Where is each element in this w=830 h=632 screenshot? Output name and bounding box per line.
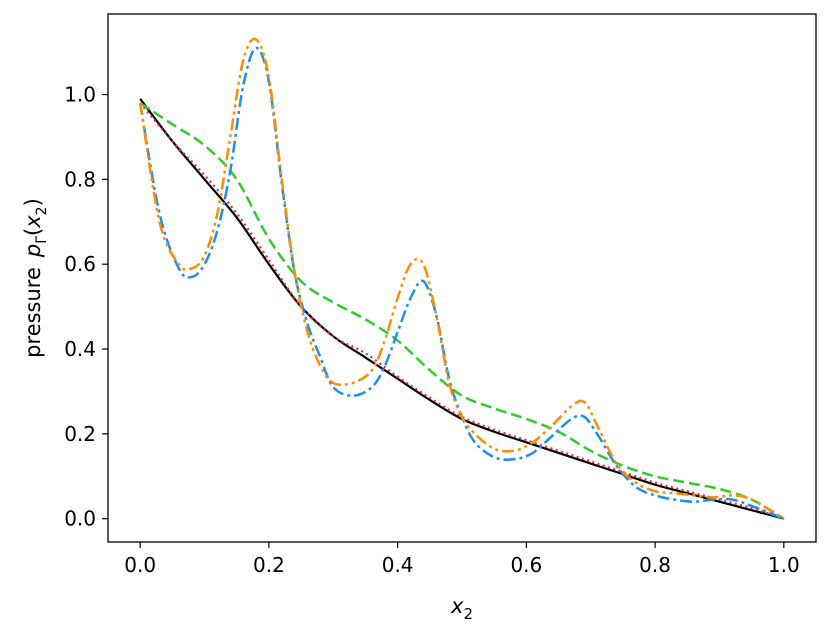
x-tick-label: 0.6 (510, 553, 542, 577)
plot-frame (107, 13, 817, 543)
y-axis-label: pressurepΓ(x2) (21, 198, 50, 358)
series-layer (138, 37, 785, 520)
series-line-4 (138, 46, 785, 520)
y-axis-label-word: pressure (21, 267, 45, 358)
series-line-2 (139, 102, 785, 520)
y-tick-label: 0.4 (64, 337, 96, 361)
x-tick-label: 0.4 (382, 553, 414, 577)
y-tick-label: 0.8 (64, 167, 96, 191)
series-line-5 (138, 37, 785, 520)
y-tick-label: 0.0 (64, 507, 96, 531)
x-tick-label: 0.2 (253, 553, 285, 577)
y-tick-label: 0.6 (64, 252, 96, 276)
y-tick-label: 0.2 (64, 422, 96, 446)
series-line-3 (139, 102, 785, 520)
x-tick-label: 1.0 (768, 553, 800, 577)
x-axis-label-subscript: 2 (463, 605, 473, 623)
x-tick-label: 0.0 (124, 553, 156, 577)
x-tick-label: 0.8 (639, 553, 671, 577)
tick-layer: 0.0 0.2 0.4 0.6 0.8 1.0 0.0 0.2 0.4 0.6 0.8 1.0 (64, 83, 800, 577)
x-axis-label: x2 (450, 594, 473, 623)
y-tick-label: 1.0 (64, 83, 96, 107)
